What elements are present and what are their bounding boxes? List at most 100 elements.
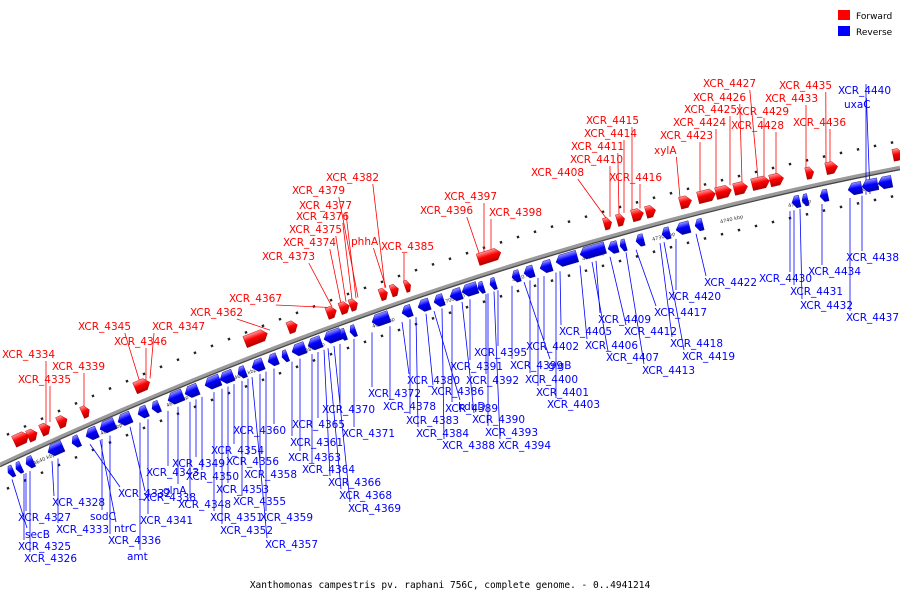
reverse-gene-label-xcr-4378[interactable]: XCR_4378 xyxy=(383,401,436,413)
reverse-gene-label-xcr-4395[interactable]: XCR_4395 xyxy=(474,347,527,359)
forward-gene-label-xcr-4379[interactable]: XCR_4379 xyxy=(292,185,345,197)
reverse-gene-label-xcr-4326[interactable]: XCR_4326 xyxy=(24,553,77,565)
forward-gene-label-xcr-4415[interactable]: XCR_4415 xyxy=(586,115,639,127)
reverse-gene-label-xcr-4360[interactable]: XCR_4360 xyxy=(233,425,286,437)
reverse-gene-label-xcr-4368[interactable]: XCR_4368 xyxy=(339,490,392,502)
forward-gene-label-xcr-4347[interactable]: XCR_4347 xyxy=(152,321,205,333)
reverse-gene-label-xcr-4438[interactable]: XCR_4438 xyxy=(846,252,899,264)
reverse-gene-label-xcr-4389[interactable]: XCR_4389 xyxy=(445,403,498,415)
reverse-gene-label-xcr-4363[interactable]: XCR_4363 xyxy=(288,452,341,464)
reverse-gene-label-xcr-4371[interactable]: XCR_4371 xyxy=(342,428,395,440)
reverse-gene-label-xcr-4353[interactable]: XCR_4353 xyxy=(216,484,269,496)
forward-gene-label-xcr-4367[interactable]: XCR_4367 xyxy=(229,293,282,305)
reverse-gene-label-xcr-4409[interactable]: XCR_4409 xyxy=(598,314,651,326)
forward-gene-label-xcr-4396[interactable]: XCR_4396 xyxy=(420,205,473,217)
forward-gene-label-xcr-4426[interactable]: XCR_4426 xyxy=(693,92,746,104)
reverse-gene-label-ntrc[interactable]: ntrC xyxy=(114,523,136,535)
reverse-gene-label-xcr-4418[interactable]: XCR_4418 xyxy=(670,338,723,350)
forward-gene-label-xcr-4334[interactable]: XCR_4334 xyxy=(2,349,55,361)
forward-gene-label-xcr-4410[interactable]: XCR_4410 xyxy=(570,154,623,166)
forward-gene-label-xcr-4411[interactable]: XCR_4411 xyxy=(571,141,624,153)
reverse-gene-label-xcr-4430[interactable]: XCR_4430 xyxy=(759,273,812,285)
reverse-gene-label-xcr-4393[interactable]: XCR_4393 xyxy=(485,427,538,439)
forward-gene-label-xcr-4335[interactable]: XCR_4335 xyxy=(18,374,71,386)
reverse-gene-label-xcr-4394[interactable]: XCR_4394 xyxy=(498,440,551,452)
forward-gene-label-xcr-4385[interactable]: XCR_4385 xyxy=(381,241,434,253)
forward-gene-label-xcr-4346[interactable]: XCR_4346 xyxy=(114,336,167,348)
forward-gene-label-xyla[interactable]: xylA xyxy=(654,145,677,157)
reverse-gene-label-xcr-4406[interactable]: XCR_4406 xyxy=(585,340,638,352)
forward-gene-label-xcr-4408[interactable]: XCR_4408 xyxy=(531,167,584,179)
forward-gene-label-xcr-4397[interactable]: XCR_4397 xyxy=(444,191,497,203)
reverse-gene-label-xcr-4390[interactable]: XCR_4390 xyxy=(472,414,525,426)
reverse-gene-label-xcr-4361[interactable]: XCR_4361 xyxy=(290,437,343,449)
reverse-gene-label-xcr-4422[interactable]: XCR_4422 xyxy=(704,277,757,289)
reverse-gene-label-xcr-4338[interactable]: XCR_4338 xyxy=(143,492,196,504)
reverse-gene-label-xcr-4359[interactable]: XCR_4359 xyxy=(260,512,313,524)
forward-gene-label-xcr-4345[interactable]: XCR_4345 xyxy=(78,321,131,333)
forward-gene-label-xcr-4429[interactable]: XCR_4429 xyxy=(736,106,789,118)
reverse-gene-label-xcr-4392[interactable]: XCR_4392 xyxy=(466,375,519,387)
reverse-gene-label-xcr-4388[interactable]: XCR_4388 xyxy=(442,440,495,452)
reverse-gene-label-xcr-4370[interactable]: XCR_4370 xyxy=(322,404,375,416)
reverse-gene-label-xcr-4328[interactable]: XCR_4328 xyxy=(52,497,105,509)
reverse-gene-label-xcr-4364[interactable]: XCR_4364 xyxy=(302,464,355,476)
reverse-gene-label-xcr-4417[interactable]: XCR_4417 xyxy=(654,307,707,319)
forward-gene-label-xcr-4424[interactable]: XCR_4424 xyxy=(673,117,726,129)
reverse-gene-label-xcr-4399[interactable]: XCR_4399 xyxy=(510,360,563,372)
forward-gene-label-xcr-4416[interactable]: XCR_4416 xyxy=(609,172,662,184)
forward-gene-label-xcr-4375[interactable]: XCR_4375 xyxy=(289,224,342,236)
reverse-gene-label-xcr-4386[interactable]: XCR_4386 xyxy=(431,386,484,398)
forward-gene-label-xcr-4377[interactable]: XCR_4377 xyxy=(299,200,352,212)
reverse-gene-label-xcr-4384[interactable]: XCR_4384 xyxy=(416,428,469,440)
reverse-gene-label-xcr-4365[interactable]: XCR_4365 xyxy=(292,419,345,431)
reverse-gene-label-xcr-4354[interactable]: XCR_4354 xyxy=(211,445,264,457)
reverse-gene-label-xcr-4343[interactable]: XCR_4343 xyxy=(146,467,199,479)
reverse-gene-label-xcr-4349[interactable]: XCR_4349 xyxy=(172,458,225,470)
reverse-gene-label-xcr-4351[interactable]: XCR_4351 xyxy=(210,512,263,524)
reverse-gene-label-xcr-4341[interactable]: XCR_4341 xyxy=(140,515,193,527)
reverse-gene-label-xcr-4348[interactable]: XCR_4348 xyxy=(178,499,231,511)
forward-gene-label-xcr-4339[interactable]: XCR_4339 xyxy=(52,361,105,373)
reverse-gene-label-xcr-4355[interactable]: XCR_4355 xyxy=(233,496,286,508)
reverse-gene-label-xcr-4356[interactable]: XCR_4356 xyxy=(226,456,279,468)
reverse-gene-label-xcr-4405[interactable]: XCR_4405 xyxy=(559,326,612,338)
reverse-gene-label-xcr-4432[interactable]: XCR_4432 xyxy=(800,300,853,312)
reverse-gene-label-xcr-4383[interactable]: XCR_4383 xyxy=(406,415,459,427)
forward-gene-label-xcr-4414[interactable]: XCR_4414 xyxy=(584,128,637,140)
reverse-gene-label-xcr-4412[interactable]: XCR_4412 xyxy=(624,326,677,338)
reverse-gene-label-xcr-4358[interactable]: XCR_4358 xyxy=(244,469,297,481)
reverse-gene-label-xcr-4402[interactable]: XCR_4402 xyxy=(526,341,579,353)
forward-gene-label-xcr-4373[interactable]: XCR_4373 xyxy=(262,251,315,263)
reverse-gene-label-uxac[interactable]: uxaC xyxy=(844,99,871,111)
reverse-gene-label-xcr-4440[interactable]: XCR_4440 xyxy=(838,85,891,97)
reverse-gene-label-xcr-4336[interactable]: XCR_4336 xyxy=(108,535,161,547)
reverse-gene-label-xcr-4419[interactable]: XCR_4419 xyxy=(682,351,735,363)
reverse-gene-label-xcr-4403[interactable]: XCR_4403 xyxy=(547,399,600,411)
forward-gene-label-xcr-4425[interactable]: XCR_4425 xyxy=(684,104,737,116)
reverse-gene-label-xcr-4437[interactable]: XCR_4437 xyxy=(846,312,899,324)
reverse-gene-label-secb[interactable]: secB xyxy=(25,529,50,541)
forward-gene-label-xcr-4362[interactable]: XCR_4362 xyxy=(190,307,243,319)
reverse-gene-label-amt[interactable]: amt xyxy=(127,551,148,563)
forward-gene-label-xcr-4398[interactable]: XCR_4398 xyxy=(489,207,542,219)
reverse-gene-label-xcr-4327[interactable]: XCR_4327 xyxy=(18,512,71,524)
forward-gene-label-xcr-4374[interactable]: XCR_4374 xyxy=(283,237,336,249)
reverse-gene-label-glgb[interactable]: glgB xyxy=(548,360,571,372)
forward-gene-label-phha[interactable]: phhA xyxy=(351,236,379,248)
reverse-gene-label-xcr-4400[interactable]: XCR_4400 xyxy=(525,374,578,386)
reverse-gene-label-xcr-4333[interactable]: XCR_4333 xyxy=(56,524,109,536)
reverse-gene-label-sodc[interactable]: sodC xyxy=(90,511,116,523)
forward-gene-label-xcr-4436[interactable]: XCR_4436 xyxy=(793,117,846,129)
reverse-gene-label-xcr-4372[interactable]: XCR_4372 xyxy=(368,388,421,400)
reverse-gene-label-xcr-4357[interactable]: XCR_4357 xyxy=(265,539,318,551)
reverse-gene-label-xcr-4431[interactable]: XCR_4431 xyxy=(790,286,843,298)
forward-gene-label-xcr-4435[interactable]: XCR_4435 xyxy=(779,80,832,92)
reverse-gene-label-xcr-4407[interactable]: XCR_4407 xyxy=(606,352,659,364)
reverse-gene-label-kdud[interactable]: kduD xyxy=(458,401,486,413)
forward-gene-label-xcr-4428[interactable]: XCR_4428 xyxy=(731,120,784,132)
reverse-gene-label-xcr-4366[interactable]: XCR_4366 xyxy=(328,477,381,489)
reverse-gene-label-xcr-4350[interactable]: XCR_4350 xyxy=(186,471,239,483)
reverse-gene-label-xcr-4380[interactable]: XCR_4380 xyxy=(407,375,460,387)
reverse-gene-label-xcr-4401[interactable]: XCR_4401 xyxy=(536,387,589,399)
